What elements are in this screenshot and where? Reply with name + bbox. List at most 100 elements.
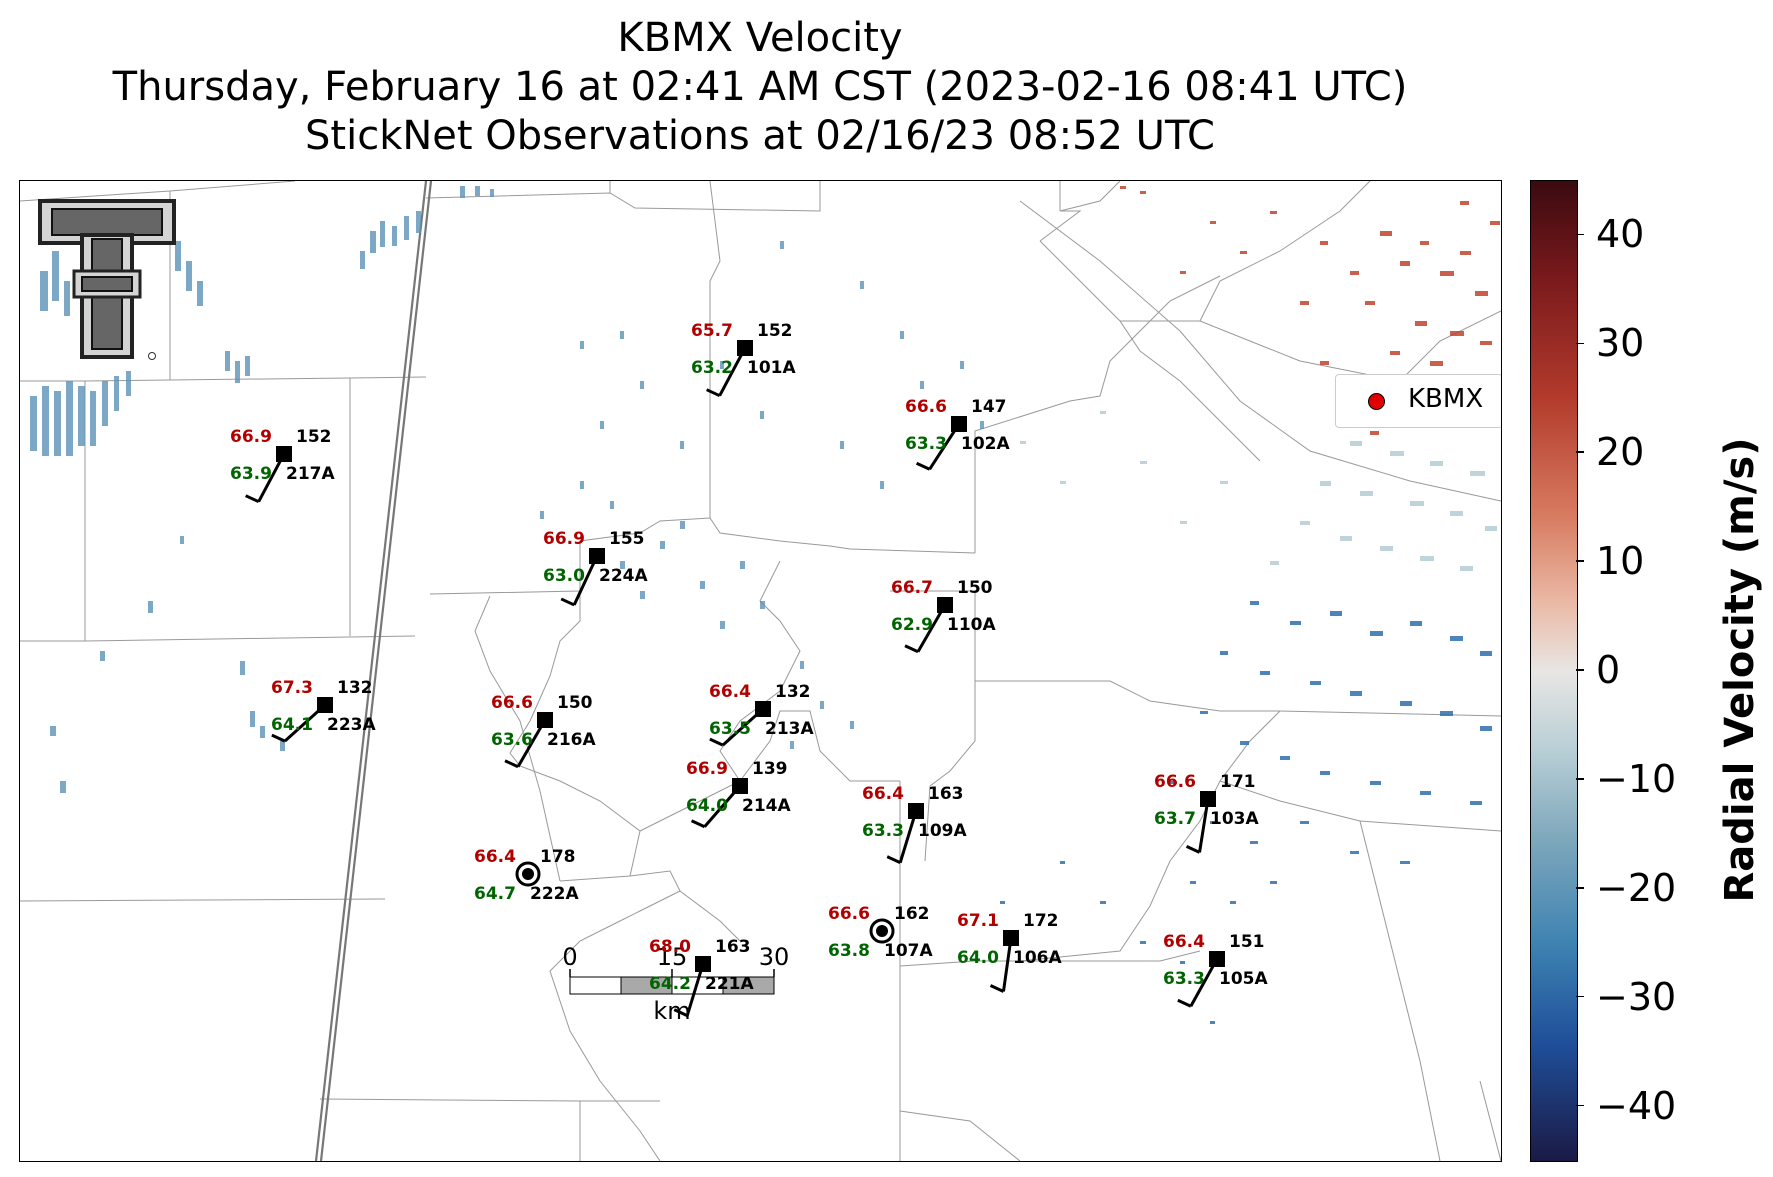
station-id: 103A [1210, 809, 1259, 829]
station-105A[interactable]: 66.4 151 63.3 105A [1163, 932, 1268, 1008]
station-id: 224A [599, 566, 648, 586]
station-wind-direction: 139 [752, 759, 788, 779]
station-214A[interactable]: 66.9 139 64.0 214A [686, 759, 791, 829]
station-marker-icon [589, 548, 605, 564]
calm-wind-circle-icon [869, 918, 895, 944]
radar-velocity-scattered [30, 186, 984, 793]
station-wind-direction: 172 [1023, 911, 1059, 931]
station-dewpoint: 64.2 [649, 974, 691, 994]
station-id: 102A [961, 434, 1010, 454]
station-dewpoint: 63.8 [828, 941, 870, 961]
wind-barb-shaft [572, 555, 599, 606]
station-temperature: 66.6 [491, 693, 533, 713]
colorbar-tick-mark [1576, 669, 1584, 671]
station-wind-direction: 163 [928, 784, 964, 804]
colorbar-tick-label: −40 [1596, 1083, 1677, 1128]
colorbar-tick-mark [1576, 451, 1584, 453]
station-wind-direction: 152 [757, 321, 793, 341]
scalebar-tick-15: 15 [657, 943, 688, 971]
station-wind-direction: 152 [296, 427, 332, 447]
station-marker-icon [695, 956, 711, 972]
station-temperature: 66.6 [905, 397, 947, 417]
station-dewpoint: 64.1 [271, 715, 313, 735]
wind-barb-flag [904, 644, 919, 654]
colorbar-tick-mark [1576, 887, 1584, 889]
station-id: 213A [765, 719, 814, 739]
station-id: 217A [286, 464, 335, 484]
station-id: 107A [884, 941, 933, 961]
station-temperature: 66.4 [709, 682, 751, 702]
station-213A[interactable]: 66.4 132 63.5 213A [709, 682, 814, 747]
station-224A[interactable]: 66.9 155 63.0 224A [543, 529, 648, 607]
station-102A[interactable]: 66.6 147 63.3 102A [905, 397, 1010, 471]
wind-barb-flag [915, 461, 931, 471]
station-dewpoint: 62.9 [891, 615, 933, 635]
colorbar-tick-label: 20 [1596, 430, 1645, 475]
station-wind-direction: 162 [894, 904, 930, 924]
station-wind-direction: 171 [1220, 772, 1256, 792]
wind-barb-shaft [1198, 798, 1210, 853]
station-wind-direction: 163 [715, 937, 751, 957]
station-wind-direction: 178 [540, 847, 576, 867]
title-radar: KBMX Velocity [617, 15, 903, 61]
colorbar-tick-label: 10 [1596, 539, 1645, 584]
station-107A[interactable]: 66.6 162 63.8 107A [828, 904, 933, 961]
colorbar-tick-label: −30 [1596, 974, 1677, 1019]
wind-barb-flag [706, 388, 721, 398]
station-wind-direction: 132 [775, 682, 811, 702]
radar-velocity-negative [1000, 601, 1492, 1024]
station-223A[interactable]: 67.3 132 64.1 223A [271, 678, 376, 743]
title-observations: StickNet Observations at 02/16/23 08:52 … [305, 113, 1215, 159]
station-id: 101A [747, 358, 796, 378]
station-110A[interactable]: 66.7 150 62.9 110A [891, 578, 996, 654]
map-panel[interactable]: 0 15 30 km 65.7 152 63.2 101A 66.6 147 63.3 102… [19, 180, 1502, 1162]
station-dewpoint: 64.0 [686, 796, 728, 816]
station-101A[interactable]: 65.7 152 63.2 101A [691, 321, 796, 398]
texas-tech-logo [38, 199, 176, 360]
radar-velocity-neutral [1020, 411, 1497, 571]
colorbar-tick-label: −10 [1596, 756, 1677, 801]
colorbar-tick-mark [1576, 233, 1584, 236]
county-boundaries [20, 181, 1501, 1161]
station-dewpoint: 63.3 [905, 434, 947, 454]
station-106A[interactable]: 67.1 172 64.0 106A [957, 911, 1062, 993]
station-marker-icon [537, 712, 553, 728]
station-temperature: 67.1 [957, 911, 999, 931]
station-id: 109A [918, 821, 967, 841]
station-id: 106A [1013, 948, 1062, 968]
wind-barb-flag [560, 597, 575, 607]
station-103A[interactable]: 66.6 171 63.7 103A [1154, 772, 1259, 854]
station-dewpoint: 64.7 [474, 884, 516, 904]
colorbar-tick-label: −20 [1596, 865, 1677, 910]
station-dewpoint: 63.3 [1163, 969, 1205, 989]
station-216A[interactable]: 66.6 150 63.6 216A [491, 693, 596, 769]
state-boundary [314, 181, 433, 1161]
colorbar-tick-label: 40 [1596, 212, 1645, 257]
station-109A[interactable]: 66.4 163 63.3 109A [862, 784, 967, 865]
station-217A[interactable]: 66.9 152 63.9 217A [230, 427, 335, 504]
colorbar-tick-mark [1576, 778, 1584, 780]
station-temperature: 66.9 [686, 759, 728, 779]
station-222A[interactable]: 66.4 178 64.7 222A [474, 847, 579, 904]
station-marker-icon [737, 340, 753, 356]
legend-label: KBMX [1408, 384, 1484, 414]
station-wind-direction: 150 [957, 578, 993, 598]
wind-barb-flag [709, 737, 724, 747]
station-temperature: 66.4 [862, 784, 904, 804]
station-marker-icon [522, 868, 534, 880]
colorbar [1530, 180, 1578, 1162]
station-wind-direction: 150 [557, 693, 593, 713]
station-temperature: 66.4 [1163, 932, 1205, 952]
station-221A[interactable]: 68.0 163 64.2 221A [649, 937, 754, 1018]
figure-title: KBMX Velocity Thursday, February 16 at 0… [0, 14, 1520, 161]
wind-barb-flag [673, 1008, 688, 1018]
station-dewpoint: 63.2 [691, 358, 733, 378]
station-marker-icon [908, 803, 924, 819]
wind-barb-flag [989, 984, 1005, 993]
station-temperature: 66.9 [230, 427, 272, 447]
wind-barb-flag [504, 759, 519, 769]
colorbar-tick-mark [1576, 560, 1584, 562]
scalebar-unit: km [653, 997, 690, 1025]
station-marker-icon [755, 701, 771, 717]
station-marker-icon [951, 416, 967, 432]
